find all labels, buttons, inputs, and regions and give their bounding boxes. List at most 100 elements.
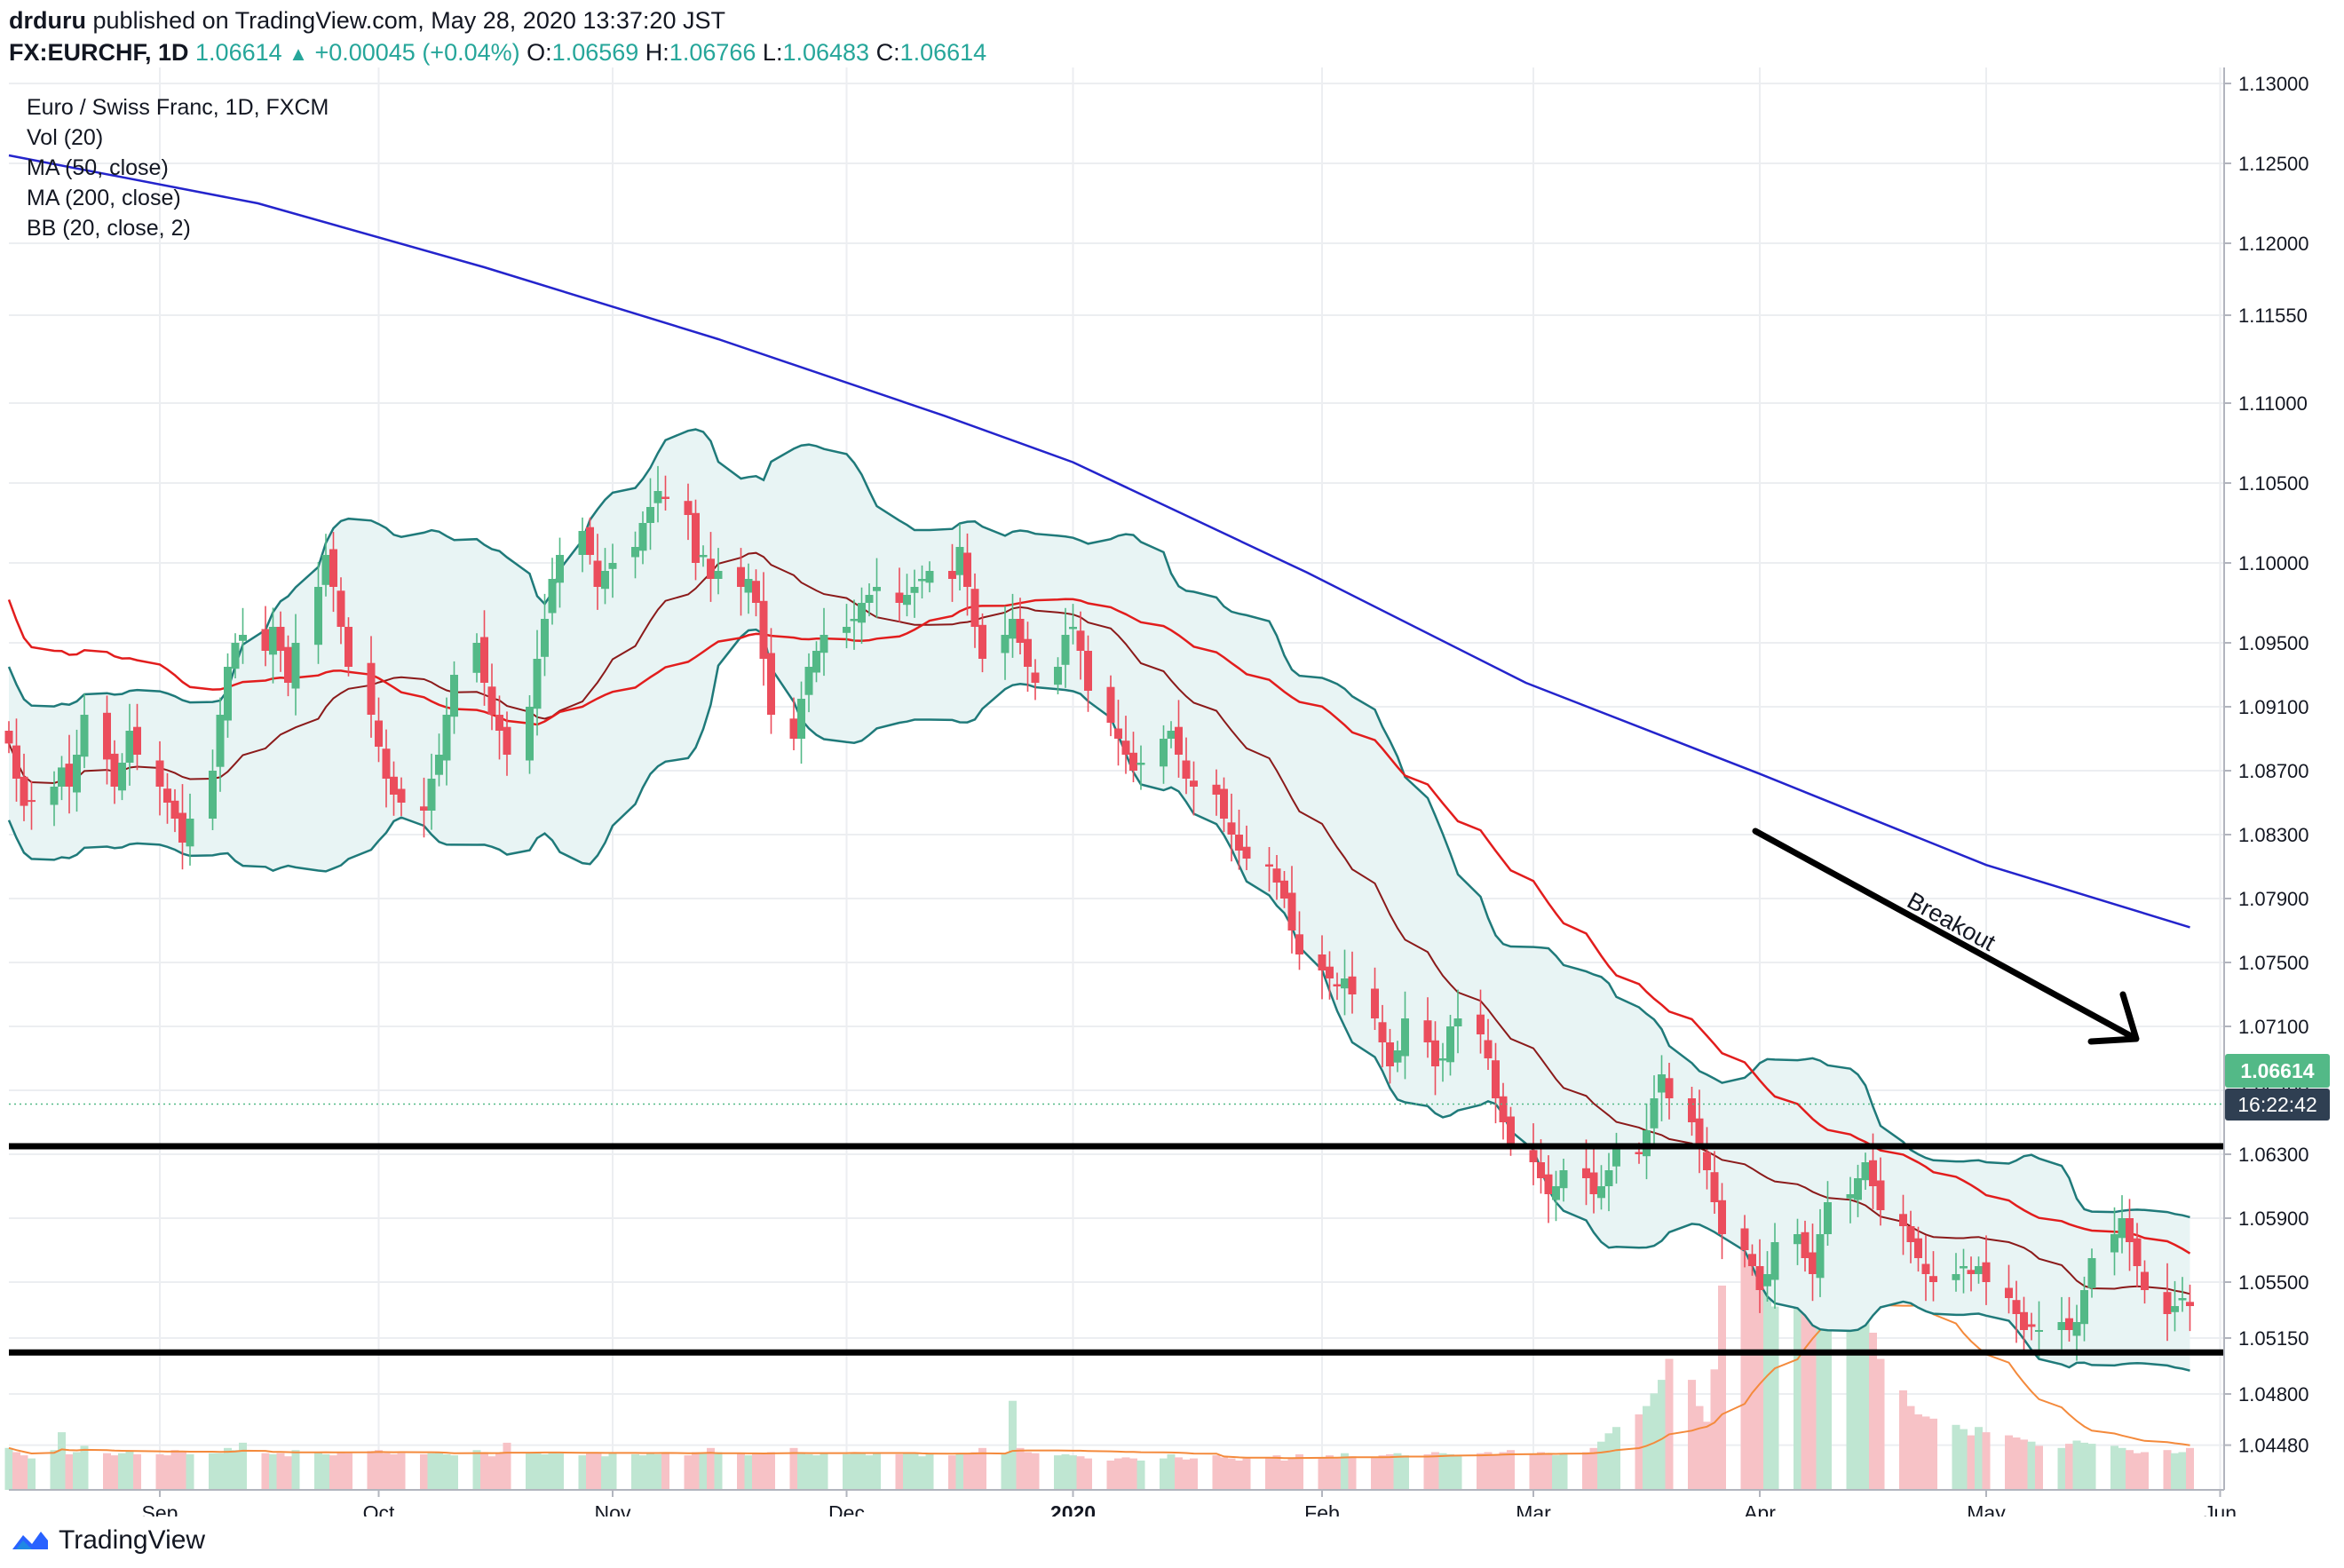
legend-title[interactable]: Euro / Swiss Franc, 1D, FXCM [27,95,329,120]
volume-bar [759,1453,768,1490]
high-value: 1.06766 [669,39,756,66]
candle-body [752,581,760,603]
breakout-annotation[interactable]: Breakout [1752,828,2140,1045]
candle-body [1824,1202,1832,1234]
candle-body [1272,868,1281,883]
candle-body [1854,1178,1862,1200]
candle-body [337,590,345,627]
volume-bar [1824,1290,1832,1490]
candle-body [707,558,715,579]
candle-body [653,491,662,503]
candle-body [1816,1234,1825,1279]
volume-bar [269,1453,277,1490]
volume-bar [661,1453,669,1490]
chart-header: drduru published on TradingView.com, May… [0,0,2344,67]
symbol-label[interactable]: FX:EURCHF, 1D [9,39,189,66]
volume-bar [1220,1457,1228,1490]
legend-ma200[interactable]: MA (200, close) [27,186,181,210]
candle-body [646,507,654,523]
volume-bar [103,1453,111,1490]
candle-body [873,587,881,591]
volume-bar [450,1455,458,1490]
volume-bar [2141,1452,2149,1490]
time-tick-label: Sep [142,1501,178,1517]
price-tick-label: 1.07900 [2238,888,2309,910]
legend-ma50[interactable]: MA (50, close) [27,155,169,180]
candle-body [692,512,700,563]
volume-bar [533,1453,542,1490]
candle-body [2080,1290,2088,1325]
candle-body [1287,892,1296,931]
volume-bar [1899,1390,1907,1490]
volume-bar [4,1447,13,1490]
volume-bar [2163,1450,2172,1490]
volume-bar [80,1445,89,1490]
volume-bar [1589,1447,1598,1490]
volume-bar [321,1453,330,1490]
candle-body [925,571,934,583]
candle-body [1326,966,1334,978]
volume-bar [1597,1441,1605,1490]
legend-vol[interactable]: Vol (20) [27,125,103,150]
volume-bar [435,1452,443,1490]
time-tick-label: Oct [363,1501,395,1517]
volume-bar [1001,1453,1010,1490]
price-chart[interactable]: Breakout 1.130001.125001.120001.115501.1… [0,67,2344,1517]
candle-body [276,627,285,651]
volume-bar [110,1455,119,1490]
volume-bar [224,1447,232,1490]
price-tick-label: 1.11000 [2238,392,2308,415]
publisher-name[interactable]: drduru [9,7,86,34]
volume-bar [631,1453,639,1490]
volume-bar [2186,1447,2194,1490]
volume-bar [1763,1290,1771,1490]
volume-bar [216,1453,225,1490]
tradingview-logo-icon[interactable] [9,1526,50,1555]
volume-bar [850,1452,859,1490]
volume-bar [978,1447,986,1490]
candle-body [1333,984,1342,986]
volume-bar [1386,1453,1394,1490]
volume-bar [1378,1455,1387,1490]
candle-body [239,635,247,641]
price-axis[interactable]: 1.13000 1.12500 1.12000 1.11550 1.11000 1.105… [2223,67,2309,1490]
candle-body [1212,784,1221,795]
volume-bar [699,1453,708,1490]
candle-body [948,571,956,579]
volume-bar [1559,1453,1568,1490]
volume-bar [2126,1450,2134,1490]
candle-body [1190,780,1198,787]
price-tick-label: 1.08300 [2238,824,2309,846]
candle-body [2186,1302,2194,1306]
volume-bar [276,1453,285,1490]
volume-bar [1054,1455,1062,1490]
volume-bar [843,1453,851,1490]
tradingview-brand[interactable]: TradingView [59,1525,206,1555]
volume-bar [1393,1453,1402,1490]
candlesticks[interactable] [4,465,2195,1361]
indicator-legend[interactable]: Euro / Swiss Franc, 1D, FXCM Vol (20) MA… [27,95,329,241]
candle-body [1182,760,1191,779]
volume-bar [397,1453,406,1490]
volume-bar [2178,1452,2187,1490]
volume-bar [2057,1447,2066,1490]
volume-bar [1695,1406,1704,1490]
volume-bar [1106,1461,1115,1490]
candle-body [601,571,609,590]
volume-bar [1341,1453,1349,1490]
candle-body [1220,788,1228,819]
candle-body [910,587,919,593]
up-triangle-icon: ▲ [289,43,308,65]
time-axis[interactable]: Sep Oct Nov Dec 2020 Feb Mar Apr May Jun [9,1489,2237,1517]
candle-body [1453,1018,1462,1026]
price-tick-label: 1.07100 [2238,1016,2309,1038]
legend-bb[interactable]: BB (20, close, 2) [27,216,191,241]
volume-bar [1846,1285,1855,1490]
volume-bar [1869,1333,1877,1490]
volume-bar [1265,1457,1273,1490]
candle-body [2012,1300,2021,1314]
candle-body [1960,1266,1968,1269]
volume-bar [556,1453,564,1490]
candle-body [1484,1040,1493,1058]
candle-body [684,501,693,515]
